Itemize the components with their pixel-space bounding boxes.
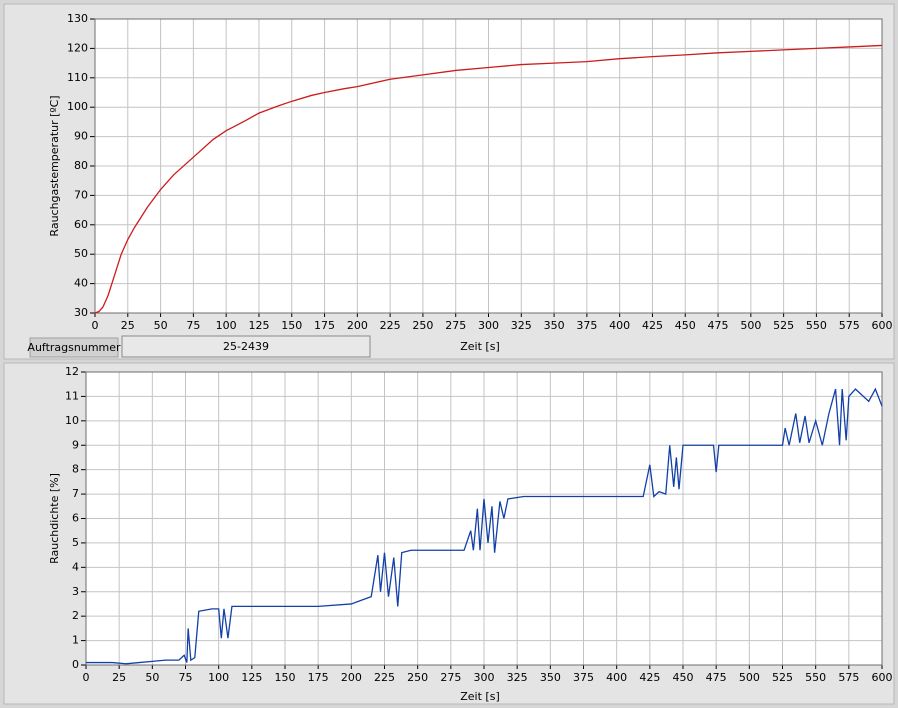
x-tick-label: 50 — [145, 671, 159, 684]
x-tick-label: 500 — [740, 319, 761, 332]
data-line — [86, 387, 883, 665]
x-tick-label: 250 — [412, 319, 433, 332]
y-tick-label: 12 — [65, 365, 79, 378]
x-tick-label: 200 — [341, 671, 362, 684]
order-input[interactable] — [121, 335, 371, 358]
x-tick-label: 25 — [112, 671, 126, 684]
x-tick-label: 250 — [407, 671, 428, 684]
x-tick-label: 575 — [838, 671, 859, 684]
y-tick-label: 4 — [72, 560, 79, 573]
x-tick-label: 125 — [241, 671, 262, 684]
x-tick-label: 25 — [121, 319, 135, 332]
y-tick-label: 40 — [74, 277, 88, 290]
x-tick-label: 100 — [208, 671, 229, 684]
x-tick-label: 425 — [639, 671, 660, 684]
x-tick-label: 550 — [805, 671, 826, 684]
x-axis-label: Zeit [s] — [460, 340, 499, 353]
order-label: Auftragsnummer — [27, 341, 121, 354]
y-tick-label: 30 — [74, 306, 88, 319]
x-axis-label: Zeit [s] — [460, 690, 499, 703]
x-tick-label: 400 — [609, 319, 630, 332]
x-tick-label: 150 — [281, 319, 302, 332]
x-tick-label: 175 — [308, 671, 329, 684]
y-tick-label: 50 — [74, 247, 88, 260]
x-tick-label: 375 — [573, 671, 594, 684]
plot-border — [94, 18, 883, 314]
y-tick-label: 2 — [72, 609, 79, 622]
order-label-box — [29, 337, 119, 358]
x-tick-label: 0 — [83, 671, 90, 684]
x-tick-label: 300 — [478, 319, 499, 332]
x-tick-label: 50 — [154, 319, 168, 332]
x-tick-label: 0 — [92, 319, 99, 332]
y-tick-label: 8 — [72, 463, 79, 476]
x-tick-label: 175 — [314, 319, 335, 332]
y-axis-label: Rauchgastemperatur [ºC] — [48, 95, 61, 236]
y-tick-label: 10 — [65, 414, 79, 427]
y-tick-label: 5 — [72, 536, 79, 549]
y-axis-label: Rauchdichte [%] — [48, 473, 61, 564]
y-tick-label: 0 — [72, 658, 79, 671]
x-tick-label: 100 — [216, 319, 237, 332]
x-tick-label: 450 — [675, 319, 696, 332]
x-tick-label: 550 — [806, 319, 827, 332]
y-tick-label: 90 — [74, 130, 88, 143]
x-tick-label: 525 — [773, 319, 794, 332]
x-tick-label: 300 — [474, 671, 495, 684]
x-tick-label: 575 — [839, 319, 860, 332]
x-tick-label: 75 — [179, 671, 193, 684]
x-tick-label: 150 — [275, 671, 296, 684]
y-tick-label: 9 — [72, 438, 79, 451]
x-tick-label: 600 — [872, 671, 893, 684]
y-tick-label: 7 — [72, 487, 79, 500]
x-tick-label: 525 — [772, 671, 793, 684]
x-tick-label: 450 — [673, 671, 694, 684]
x-tick-label: 475 — [706, 671, 727, 684]
data-line — [94, 44, 883, 314]
x-tick-label: 600 — [872, 319, 893, 332]
y-tick-label: 130 — [67, 12, 88, 25]
x-tick-label: 125 — [248, 319, 269, 332]
x-tick-label: 425 — [642, 319, 663, 332]
y-tick-label: 3 — [72, 585, 79, 598]
order-value: 25-2439 — [223, 340, 269, 353]
x-tick-label: 475 — [708, 319, 729, 332]
x-tick-label: 225 — [380, 319, 401, 332]
x-tick-label: 275 — [440, 671, 461, 684]
x-tick-label: 75 — [186, 319, 200, 332]
x-tick-label: 325 — [511, 319, 532, 332]
y-tick-label: 60 — [74, 218, 88, 231]
y-tick-label: 120 — [67, 41, 88, 54]
plot-border — [85, 371, 883, 666]
x-tick-label: 275 — [445, 319, 466, 332]
y-tick-label: 1 — [72, 634, 79, 647]
x-tick-label: 225 — [374, 671, 395, 684]
y-tick-label: 6 — [72, 512, 79, 525]
y-tick-label: 11 — [65, 389, 79, 402]
y-tick-label: 100 — [67, 100, 88, 113]
x-tick-label: 500 — [739, 671, 760, 684]
x-tick-label: 350 — [544, 319, 565, 332]
x-tick-label: 400 — [606, 671, 627, 684]
y-tick-label: 110 — [67, 71, 88, 84]
y-tick-label: 80 — [74, 159, 88, 172]
x-tick-label: 200 — [347, 319, 368, 332]
x-tick-label: 375 — [576, 319, 597, 332]
x-tick-label: 325 — [507, 671, 528, 684]
y-tick-label: 70 — [74, 188, 88, 201]
x-tick-label: 350 — [540, 671, 561, 684]
